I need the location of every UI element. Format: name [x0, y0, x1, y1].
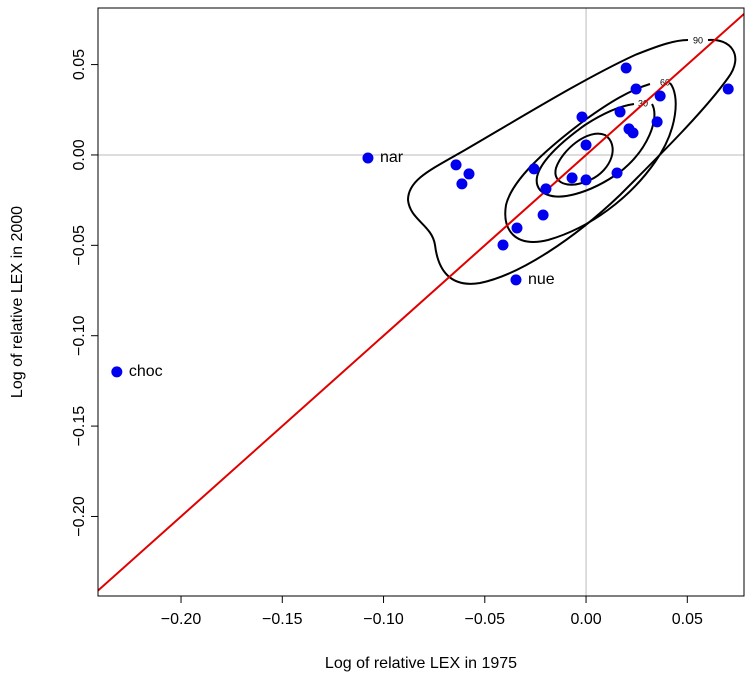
point: [627, 127, 639, 139]
point-label: nar: [380, 149, 404, 166]
x-tick-label: −0.05: [465, 611, 506, 628]
point: [456, 178, 468, 190]
contour-inner: [535, 103, 656, 198]
point: [511, 222, 523, 234]
point: [630, 83, 642, 95]
point: [576, 111, 588, 123]
point: [450, 159, 462, 171]
point: [614, 106, 626, 118]
contour-outer: [407, 38, 737, 285]
point-label: choc: [129, 363, 163, 380]
contour-label: 60: [660, 77, 670, 87]
point: [654, 90, 666, 102]
plot-frame: [97, 7, 745, 597]
point: [620, 62, 632, 74]
x-tick-label: 0.00: [570, 611, 601, 628]
contour-core: [554, 132, 614, 186]
contour-middle: [504, 82, 677, 243]
y-tick-label: 0.05: [71, 49, 88, 80]
x-axis-title: Log of relative LEX in 1975: [325, 655, 517, 672]
identity-line: [98, 12, 744, 592]
x-tick-label: −0.15: [262, 611, 303, 628]
marks-layer: choc nar nue: [98, 12, 744, 592]
point: [611, 167, 623, 179]
point: [510, 274, 522, 286]
point: [362, 152, 374, 164]
point: [111, 366, 123, 378]
x-tick-label: 0.05: [672, 611, 703, 628]
y-tick-label: −0.10: [71, 315, 88, 356]
y-axis-title: Log of relative LEX in 2000: [9, 206, 26, 398]
point: [722, 83, 734, 95]
point: [497, 239, 509, 251]
point: [566, 172, 578, 184]
point: [540, 183, 552, 195]
contour-label: 90: [693, 35, 703, 45]
point: [580, 174, 592, 186]
point: [463, 168, 475, 180]
point: [651, 116, 663, 128]
y-tick-label: −0.20: [71, 496, 88, 537]
y-tick-label: −0.15: [71, 406, 88, 447]
point-label: nue: [528, 271, 555, 288]
y-tick-label: 0.00: [71, 139, 88, 170]
point: [580, 139, 592, 151]
point: [528, 163, 540, 175]
x-tick-label: −0.10: [363, 611, 404, 628]
point: [537, 209, 549, 221]
x-tick-label: −0.20: [161, 611, 202, 628]
y-tick-label: −0.05: [71, 225, 88, 266]
